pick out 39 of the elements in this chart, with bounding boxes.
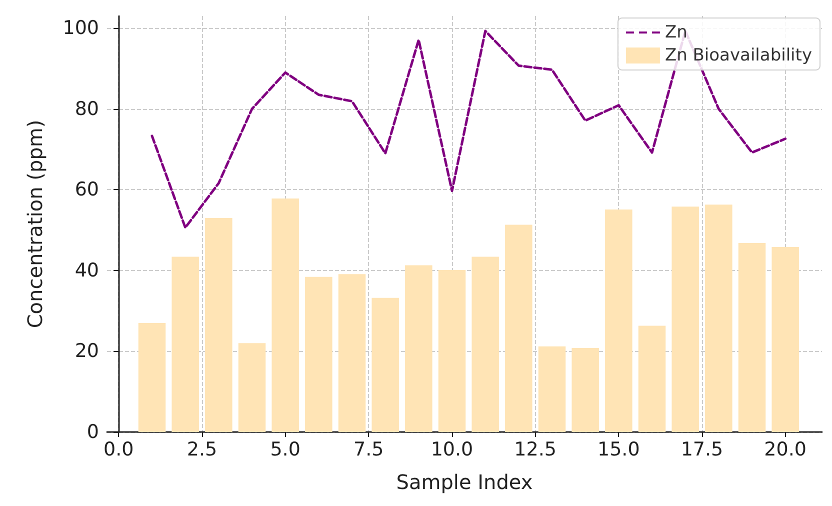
y-tick-label: 100 [62,17,99,40]
bar [372,298,399,432]
x-tick-label: 12.5 [514,438,556,460]
bar [338,274,366,432]
x-axis-title: Sample Index [396,470,533,494]
x-tick-label: 17.5 [680,438,724,460]
legend-label: Zn [664,22,688,42]
bar [705,204,732,432]
bar [438,270,466,432]
bar [172,256,199,432]
bar [238,343,266,432]
y-tick-label: 20 [74,340,99,362]
x-tick-label: 5.0 [270,438,300,460]
x-tick-label: 10.0 [430,438,474,460]
bar [472,256,499,432]
bar [205,218,232,432]
y-axis-title: Concentration (ppm) [23,120,47,328]
bar [738,242,766,432]
bar [405,265,432,432]
x-tick-label: 7.5 [354,438,384,460]
bar [672,206,699,432]
legend-label: Zn Bioavailability [664,46,812,66]
bar [272,198,299,432]
bar [538,346,566,432]
bar [305,276,332,432]
x-tick-label: 15.0 [598,438,640,460]
x-tick-label: 2.5 [186,438,218,460]
bar [572,348,599,432]
bar [605,209,632,432]
y-tick-label: 40 [74,259,99,282]
y-tick-label: 80 [74,98,99,120]
bar [772,247,799,432]
bar [505,224,532,432]
y-tick-label: 60 [74,178,99,201]
bar [638,326,666,432]
x-tick-label: 20.0 [764,438,806,460]
bar [138,322,166,432]
y-tick-label: 0 [86,421,99,443]
x-tick-label: 0.0 [104,438,134,460]
